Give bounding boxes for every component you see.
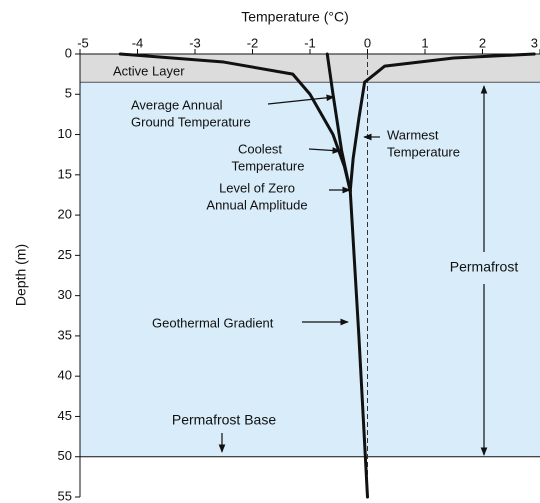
y-tick-label: 15 [58, 166, 72, 181]
y-tick-label: 10 [58, 126, 72, 141]
annotations: Active Layer Average Annual Ground Tempe… [113, 63, 519, 456]
arrow [267, 94, 335, 105]
y-tick-label: 50 [58, 448, 72, 463]
profile-line [348, 189, 369, 499]
y-tick-label: 5 [65, 86, 72, 101]
y-tick-label: 55 [58, 488, 72, 503]
y-axis-label: Depth (m) [13, 244, 29, 306]
y-tick-label: 0 [65, 45, 72, 60]
y-tick-label: 40 [58, 368, 72, 383]
y-tick-label: 25 [58, 247, 72, 262]
annotation: Annual Amplitude [206, 197, 307, 212]
profile-line [348, 52, 536, 193]
x-tick-label: 0 [364, 35, 371, 50]
arrow [308, 147, 341, 154]
x-tick-label: 3 [531, 35, 538, 50]
annotation: Warmest [387, 127, 439, 142]
x-tick-label: 2 [479, 35, 486, 50]
x-tick-label: -2 [247, 35, 259, 50]
annotation: Coolest [238, 141, 282, 156]
y-tick-label: 20 [58, 207, 72, 222]
x-tick-label: -5 [77, 35, 89, 50]
annotation: Level of Zero [219, 180, 295, 195]
annotation: Permafrost [450, 259, 519, 275]
annotation: Average Annual [131, 97, 223, 112]
lines [118, 52, 536, 499]
profile-line [325, 52, 352, 193]
annotation: Permafrost Base [172, 412, 276, 428]
annotation: Temperature [387, 144, 460, 159]
y-tick-label: 30 [58, 287, 72, 302]
annotation: Ground Temperature [131, 114, 251, 129]
x-tick-label: -3 [189, 35, 201, 50]
y-tick-label: 45 [58, 408, 72, 423]
annotation: Active Layer [113, 63, 185, 78]
annotation: Geothermal Gradient [152, 315, 274, 330]
annotation: Temperature [232, 158, 305, 173]
x-tick-label: 1 [421, 35, 428, 50]
y-tick-label: 35 [58, 327, 72, 342]
permafrost-band [80, 82, 540, 457]
x-tick-label: -1 [304, 35, 316, 50]
x-tick-label: -4 [132, 35, 144, 50]
chart-title: Temperature (°C) [241, 9, 349, 25]
